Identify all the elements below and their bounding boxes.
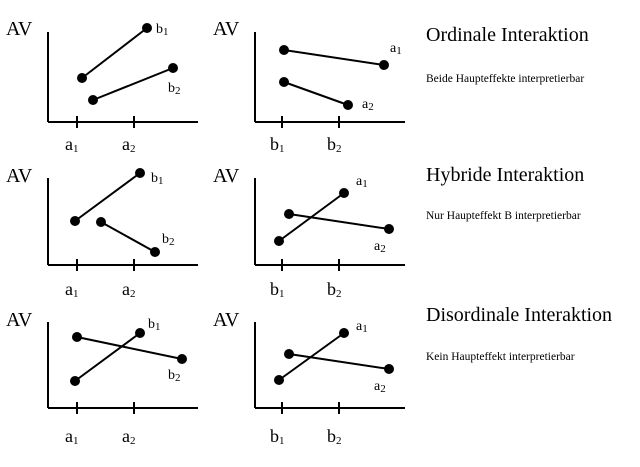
data-point: [135, 168, 145, 178]
series-label: b2: [162, 232, 175, 248]
data-point: [279, 45, 289, 55]
y-axis-label: AV: [213, 18, 240, 40]
series-label: b2: [168, 368, 181, 384]
series-label: a2: [374, 239, 386, 255]
series-label: a2: [374, 379, 386, 395]
data-point: [88, 95, 98, 105]
y-axis-label: AV: [213, 309, 240, 331]
panel-r1c1: AV a1 a2 b1 b2: [6, 18, 198, 155]
series-line: [283, 81, 349, 106]
x-tick-label: a1: [65, 279, 79, 300]
data-point: [384, 364, 394, 374]
series-label: a1: [390, 41, 402, 57]
x-tick-label: a2: [122, 426, 136, 447]
series-label: b1: [151, 171, 164, 187]
y-axis-label: AV: [6, 309, 33, 331]
x-tick-label: b1: [270, 134, 285, 155]
row-title: Disordinale Interaktion: [426, 304, 612, 326]
data-point: [284, 349, 294, 359]
data-point: [274, 375, 284, 385]
series-label: a1: [356, 174, 368, 190]
data-point: [70, 376, 80, 386]
data-point: [284, 209, 294, 219]
panel-r2c2: AV b1 b2 a1 a2: [213, 165, 405, 300]
data-point: [343, 100, 353, 110]
data-point: [339, 188, 349, 198]
series-line: [92, 67, 174, 101]
data-point: [70, 216, 80, 226]
data-point: [379, 60, 389, 70]
series-line: [288, 353, 390, 370]
panel-r3c1: AV a1 a2 b1 b2: [6, 309, 198, 447]
data-point: [279, 77, 289, 87]
x-tick-label: a1: [65, 426, 79, 447]
series-label: b1: [156, 22, 169, 38]
row-title: Hybride Interaktion: [426, 164, 584, 186]
x-tick-label: a2: [122, 134, 136, 155]
x-tick-label: b2: [327, 134, 342, 155]
data-point: [150, 247, 160, 257]
row-description: Beide Haupteffekte interpretierbar: [426, 73, 584, 85]
y-axis-label: AV: [213, 165, 240, 187]
series-label: a1: [356, 319, 368, 335]
x-tick-label: b1: [270, 426, 285, 447]
row-description: Nur Haupteffekt B interpretierbar: [426, 210, 581, 222]
row-title: Ordinale Interaktion: [426, 24, 589, 46]
data-point: [77, 73, 87, 83]
x-tick-label: b2: [327, 426, 342, 447]
data-point: [177, 354, 187, 364]
data-point: [384, 224, 394, 234]
series-line: [81, 27, 148, 79]
row-caption-disordinal: Disordinale Interaktion Kein Haupteffekt…: [426, 304, 612, 363]
row-description: Kein Haupteffekt interpretierbar: [426, 351, 575, 363]
panel-r1c2: AV b1 b2 a1 a2: [213, 18, 405, 155]
data-point: [72, 332, 82, 342]
series-line: [74, 332, 141, 382]
x-tick-label: a1: [65, 134, 79, 155]
row-caption-hybrid: Hybride Interaktion Nur Haupteffekt B in…: [426, 164, 584, 222]
panel-r2c1: AV a1 a2 b1 b2: [6, 165, 198, 300]
row-caption-ordinal: Ordinale Interaktion Beide Haupteffekte …: [426, 24, 589, 85]
data-point: [274, 236, 284, 246]
y-axis-label: AV: [6, 18, 33, 40]
series-line: [74, 172, 141, 222]
series-label: b2: [168, 81, 181, 97]
series-line: [288, 213, 390, 230]
series-label: a2: [362, 97, 374, 113]
data-point: [142, 23, 152, 33]
x-tick-label: b2: [327, 279, 342, 300]
data-point: [339, 328, 349, 338]
data-point: [96, 217, 106, 227]
series-line: [76, 336, 183, 360]
panel-r3c2: AV b1 b2 a1 a2: [213, 309, 405, 447]
data-point: [168, 63, 178, 73]
series-line: [100, 221, 156, 253]
data-point: [135, 328, 145, 338]
series-line: [283, 49, 385, 66]
x-tick-label: a2: [122, 279, 136, 300]
x-tick-label: b1: [270, 279, 285, 300]
y-axis-label: AV: [6, 165, 33, 187]
series-label: b1: [148, 317, 161, 333]
